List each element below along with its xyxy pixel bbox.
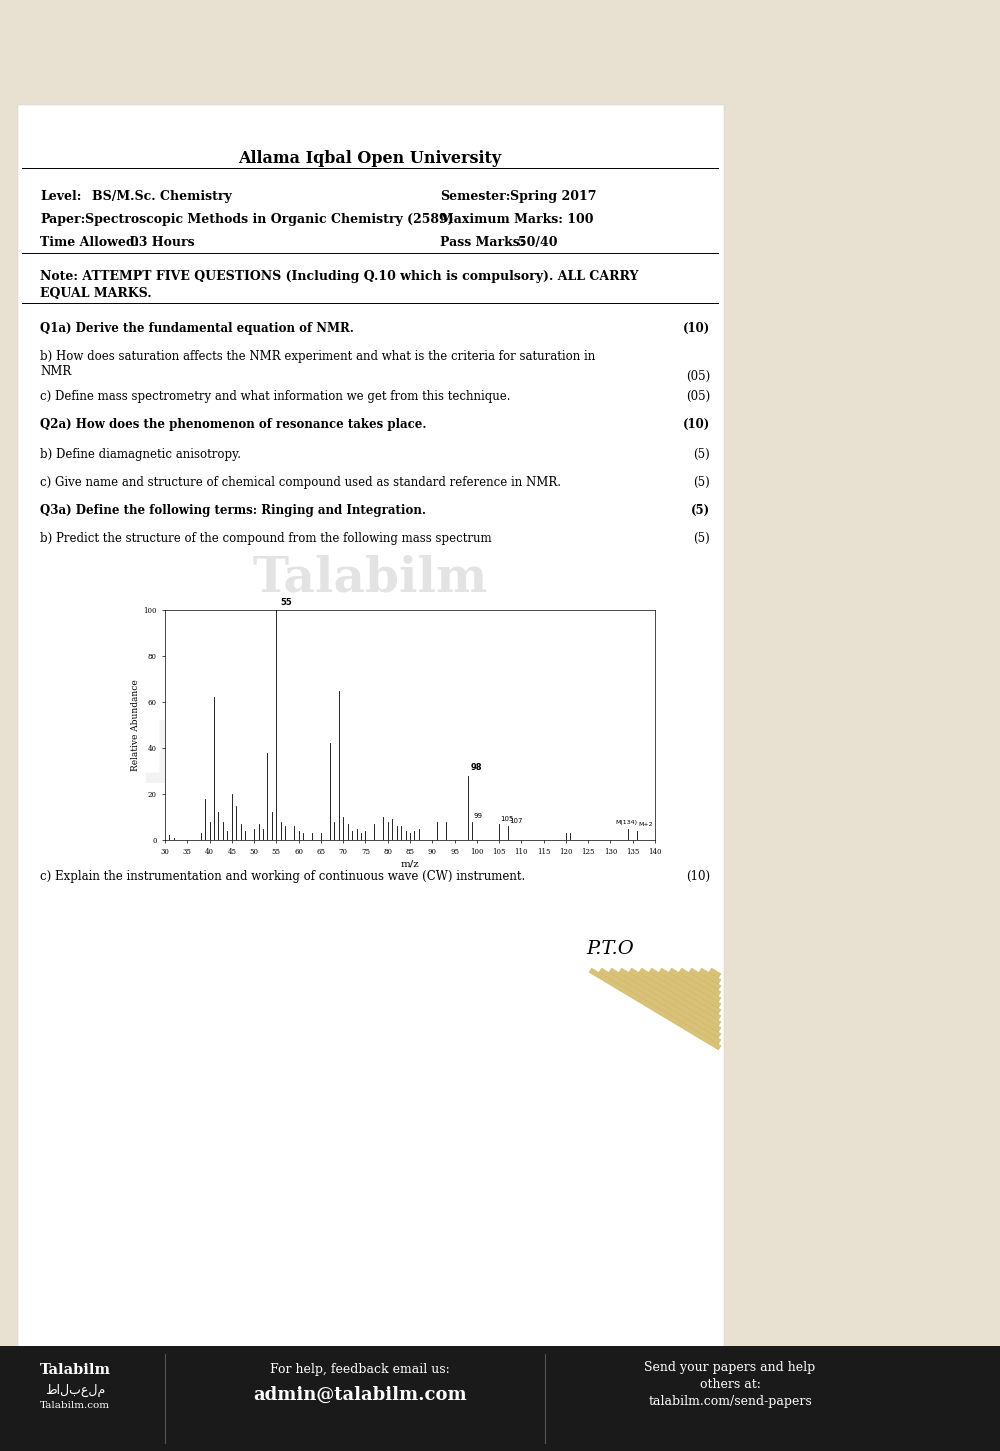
Y-axis label: Relative Abundance: Relative Abundance <box>131 679 140 770</box>
Text: Level:: Level: <box>40 190 81 203</box>
Text: Q2a) How does the phenomenon of resonance takes place.: Q2a) How does the phenomenon of resonanc… <box>40 418 426 431</box>
Text: Send your papers and help: Send your papers and help <box>644 1361 816 1374</box>
Text: Q3a) Define the following terms: Ringing and Integration.: Q3a) Define the following terms: Ringing… <box>40 503 426 517</box>
Text: (5): (5) <box>691 503 710 517</box>
Text: 107: 107 <box>509 818 523 824</box>
Bar <box>18 104 724 1380</box>
Text: (5): (5) <box>693 476 710 489</box>
Text: (05): (05) <box>686 390 710 403</box>
Text: others at:: others at: <box>700 1378 760 1392</box>
Text: Talabilm: Talabilm <box>252 554 488 602</box>
Text: (10): (10) <box>683 322 710 335</box>
Text: c) Define mass spectrometry and what information we get from this technique.: c) Define mass spectrometry and what inf… <box>40 390 511 403</box>
Text: 50/40: 50/40 <box>518 237 558 250</box>
Text: For help, feedback email us:: For help, feedback email us: <box>270 1362 450 1376</box>
Text: (05): (05) <box>686 370 710 383</box>
Text: Semester:: Semester: <box>440 190 510 203</box>
Text: b) Predict the structure of the compound from the following mass spectrum: b) Predict the structure of the compound… <box>40 533 492 546</box>
Text: طالبعلم: طالبعلم <box>45 1384 105 1397</box>
Text: طالبعلم: طالبعلم <box>139 720 601 802</box>
Text: M+2: M+2 <box>639 823 653 827</box>
Text: (5): (5) <box>693 448 710 461</box>
Text: b) Define diamagnetic anisotropy.: b) Define diamagnetic anisotropy. <box>40 448 241 461</box>
Text: 55: 55 <box>281 598 293 607</box>
Text: b) How does saturation affects the NMR experiment and what is the criteria for s: b) How does saturation affects the NMR e… <box>40 350 595 363</box>
Text: Maximum Marks: 100: Maximum Marks: 100 <box>440 213 594 226</box>
Text: Spectroscopic Methods in Organic Chemistry (2589): Spectroscopic Methods in Organic Chemist… <box>85 213 454 226</box>
Text: 98: 98 <box>470 763 482 772</box>
Text: EQUAL MARKS.: EQUAL MARKS. <box>40 287 152 300</box>
Text: NMR: NMR <box>40 366 71 379</box>
Text: Q1a) Derive the fundamental equation of NMR.: Q1a) Derive the fundamental equation of … <box>40 322 354 335</box>
Text: c) Give name and structure of chemical compound used as standard reference in NM: c) Give name and structure of chemical c… <box>40 476 561 489</box>
Text: 105: 105 <box>500 815 514 821</box>
Text: P.T.O: P.T.O <box>586 940 634 958</box>
Text: Spring 2017: Spring 2017 <box>510 190 596 203</box>
Bar <box>0 1347 1000 1451</box>
Text: 99: 99 <box>474 814 483 820</box>
Text: (10): (10) <box>686 871 710 884</box>
Text: Pass Marks:: Pass Marks: <box>440 237 524 250</box>
Text: admin@talabilm.com: admin@talabilm.com <box>253 1386 467 1405</box>
Text: M(134): M(134) <box>615 820 637 826</box>
Text: talabilm.com/send-papers: talabilm.com/send-papers <box>648 1394 812 1407</box>
Text: BS/M.Sc. Chemistry: BS/M.Sc. Chemistry <box>92 190 232 203</box>
Text: Allama Iqbal Open University: Allama Iqbal Open University <box>238 149 502 167</box>
Text: (5): (5) <box>693 533 710 546</box>
Text: c) Explain the instrumentation and working of continuous wave (CW) instrument.: c) Explain the instrumentation and worki… <box>40 871 525 884</box>
Text: Time Allowed:: Time Allowed: <box>40 237 139 250</box>
Text: Talabilm: Talabilm <box>40 1362 110 1377</box>
Text: Talabilm.com: Talabilm.com <box>223 640 557 683</box>
X-axis label: m/z: m/z <box>401 859 419 868</box>
Text: (10): (10) <box>683 418 710 431</box>
Text: Note: ATTEMPT FIVE QUESTIONS (Including Q.10 which is compulsory). ALL CARRY: Note: ATTEMPT FIVE QUESTIONS (Including … <box>40 270 639 283</box>
Text: Paper:: Paper: <box>40 213 85 226</box>
Text: Talabilm.com: Talabilm.com <box>40 1402 110 1410</box>
Text: 03 Hours: 03 Hours <box>130 237 195 250</box>
